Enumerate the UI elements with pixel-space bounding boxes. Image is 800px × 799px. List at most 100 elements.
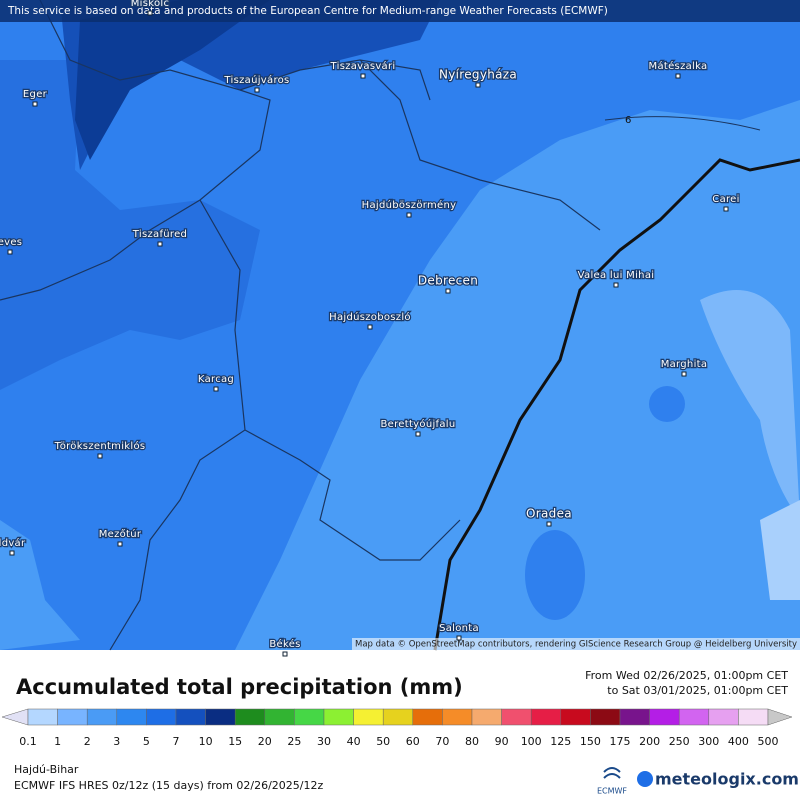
city-dot <box>367 324 373 330</box>
legend-swatch <box>530 708 562 726</box>
city-dot <box>32 101 38 107</box>
city-label: Törökszentmiklós <box>54 440 146 452</box>
city-dot <box>681 371 687 377</box>
legend-label: 40 <box>347 735 361 748</box>
legend-swatch <box>442 708 473 726</box>
legend-label: 10 <box>199 735 213 748</box>
city-label: Miskolc <box>131 0 170 9</box>
legend-label: 60 <box>406 735 420 748</box>
city-label: Eger <box>23 89 48 100</box>
city-label: Oradea <box>526 507 572 521</box>
city-label: Karcag <box>198 374 234 385</box>
legend-swatch <box>1 708 29 726</box>
city-label: Mezőtúr <box>99 528 142 540</box>
city-dot <box>475 82 481 88</box>
legend-label: 3 <box>113 735 120 748</box>
legend-swatch <box>708 708 739 726</box>
legend-label: 30 <box>317 735 331 748</box>
legend-swatch <box>767 708 793 726</box>
legend-swatch <box>738 708 769 726</box>
legend-swatch <box>560 708 591 726</box>
legend-swatch <box>264 708 295 726</box>
city-label: Tiszaújváros <box>223 74 289 86</box>
city-label: Valea lui Mihai <box>578 270 655 281</box>
ecmwf-logo: ECMWF <box>597 787 627 796</box>
legend-label: 100 <box>521 735 542 748</box>
legend-title: Accumulated total precipitation (mm) <box>16 675 463 699</box>
contour-label: 6 <box>625 115 631 126</box>
city-label: Mátészalka <box>649 60 708 72</box>
period-from: From Wed 02/26/2025, 01:00pm CET <box>585 669 788 682</box>
legend-swatch <box>175 708 206 726</box>
legend-swatch <box>146 708 177 726</box>
city-dot <box>415 431 421 437</box>
legend-label: 15 <box>228 735 242 748</box>
region: Hajdú-Bihar <box>14 763 79 776</box>
legend-swatch <box>57 708 88 726</box>
city-dot <box>445 288 451 294</box>
city-dot <box>254 87 260 93</box>
city-dot <box>282 651 288 657</box>
city-dot <box>675 73 681 79</box>
legend-label: 25 <box>287 735 301 748</box>
legend-swatch <box>205 708 236 726</box>
legend-label: 7 <box>173 735 180 748</box>
legend-swatch <box>678 708 710 726</box>
legend-label: 50 <box>376 735 390 748</box>
city-dot <box>213 386 219 392</box>
city-label: Marghita <box>661 359 708 370</box>
legend-swatch <box>619 708 650 726</box>
legend-swatch <box>382 708 414 726</box>
city-label: Berettyóújfalu <box>380 418 455 430</box>
legend-swatch <box>86 708 118 726</box>
legend-swatch <box>471 708 502 726</box>
city-label: Debrecen <box>418 274 478 288</box>
city-label: eves <box>0 237 22 248</box>
city-label: Tiszafüred <box>132 229 187 240</box>
city-dot <box>723 206 729 212</box>
legend-swatch <box>501 708 532 726</box>
city-dot <box>613 282 619 288</box>
legend-label: 70 <box>435 735 449 748</box>
city-dot <box>117 541 123 547</box>
notice: This service is based on data and produc… <box>7 5 608 17</box>
city-dot <box>9 550 15 556</box>
legend-label: 500 <box>758 735 779 748</box>
legend-swatch <box>353 708 384 726</box>
legend-swatch <box>294 708 325 726</box>
city-label: Salonta <box>439 623 479 634</box>
legend-label: 20 <box>258 735 272 748</box>
legend-label: 200 <box>639 735 660 748</box>
legend-label: 80 <box>465 735 479 748</box>
city-dot <box>546 521 552 527</box>
city-label: Hajdúszoboszló <box>329 311 411 323</box>
legend-label: 1 <box>54 735 61 748</box>
legend-label: 150 <box>580 735 601 748</box>
city-dot <box>7 249 13 255</box>
legend-label: 175 <box>610 735 631 748</box>
legend-swatch <box>590 708 621 726</box>
attribution: Map data © OpenStreetMap contributors, r… <box>355 640 797 650</box>
city-dot <box>97 453 103 459</box>
period-to: to Sat 03/01/2025, 01:00pm CET <box>607 684 788 697</box>
model: ECMWF IFS HRES 0z/12z (15 days) from 02/… <box>14 779 324 792</box>
city-dot <box>360 73 366 79</box>
legend-swatch <box>116 708 147 726</box>
city-dot <box>456 635 462 641</box>
legend-label: 0.1 <box>19 735 37 748</box>
brand: meteologix.com <box>655 770 799 789</box>
legend-label: 125 <box>550 735 571 748</box>
legend-label: 250 <box>669 735 690 748</box>
legend-swatch <box>323 708 354 726</box>
legend-label: 2 <box>84 735 91 748</box>
city-label: Carei <box>712 194 739 205</box>
city-dot <box>147 10 153 16</box>
legend-swatch <box>412 708 443 726</box>
city-label: Tiszavasvári <box>330 60 396 72</box>
city-label: Békés <box>269 638 300 650</box>
city-label: ldvár <box>0 537 26 549</box>
city-dot <box>406 212 412 218</box>
legend-swatch <box>234 708 266 726</box>
